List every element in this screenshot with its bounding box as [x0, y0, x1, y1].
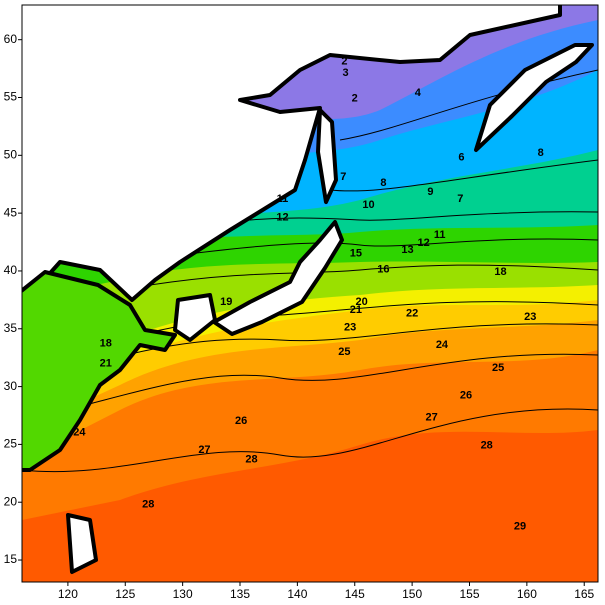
contour-label: 8 — [380, 177, 386, 189]
y-tick-label: 40 — [4, 263, 18, 277]
x-tick-label: 165 — [574, 587, 594, 601]
contour-label: 11 — [434, 229, 446, 241]
x-tick-label: 140 — [287, 587, 307, 601]
contour-label: 21 — [100, 357, 112, 369]
contour-label: 12 — [417, 237, 429, 249]
land — [474, 43, 594, 152]
temperature-field — [22, 5, 598, 582]
contour-label: 23 — [524, 311, 536, 323]
isotherm — [149, 264, 598, 286]
contour-label: 7 — [340, 171, 346, 183]
contour-label: 25 — [338, 346, 350, 358]
y-tick-label: 25 — [4, 437, 18, 451]
x-tick-label: 150 — [402, 587, 422, 601]
contour-label: 23 — [344, 322, 356, 334]
contour-label: 16 — [377, 264, 389, 276]
contour-label: 2 — [341, 56, 347, 68]
land — [173, 293, 217, 342]
contour-label: 20 — [356, 296, 368, 308]
isotherm — [22, 353, 598, 421]
contour-label: 4 — [415, 87, 422, 99]
contour-label: 22 — [406, 308, 418, 320]
y-tick-label: 60 — [4, 32, 18, 46]
contour-label: 29 — [514, 520, 526, 532]
contour-label: 6 — [458, 152, 464, 164]
x-tick-label: 145 — [345, 587, 365, 601]
contour-label: 11 — [277, 193, 289, 205]
x-tick-label: 160 — [517, 587, 537, 601]
contour-label: 27 — [426, 412, 438, 424]
y-tick-label: 15 — [4, 552, 18, 566]
contour-label: 3 — [343, 67, 349, 79]
contour-label: 25 — [492, 362, 504, 374]
land — [66, 513, 98, 574]
contour-label: 18 — [494, 266, 506, 278]
contour-label: 7 — [457, 193, 463, 205]
contour-label: 9 — [427, 186, 433, 198]
contour-label: 28 — [481, 439, 493, 451]
contour-label: 21 — [350, 304, 362, 316]
land — [212, 220, 344, 336]
x-tick-label: 120 — [58, 587, 78, 601]
y-tick-label: 20 — [4, 494, 18, 508]
contour-label: 27 — [198, 444, 210, 456]
plot-frame — [21, 4, 599, 583]
x-tick-label: 135 — [230, 587, 250, 601]
contour-label: 8 — [538, 147, 544, 159]
contour-label: 24 — [436, 339, 449, 351]
y-tick-label: 55 — [4, 90, 18, 104]
contour-label: 28 — [245, 453, 257, 465]
isotherm — [179, 238, 598, 256]
contour-label: 18 — [100, 338, 112, 350]
land — [316, 108, 338, 204]
isotherm — [329, 159, 598, 192]
contour-label: 13 — [401, 244, 413, 256]
contour-label: 19 — [220, 296, 232, 308]
y-tick-label: 50 — [4, 147, 18, 161]
isotherm — [199, 211, 598, 226]
contour-label: 24 — [73, 427, 86, 439]
contour-label: 10 — [362, 199, 374, 211]
contour-label: 26 — [235, 415, 247, 427]
y-tick-label: 30 — [4, 379, 18, 393]
x-tick-label: 155 — [459, 587, 479, 601]
x-tick-label: 130 — [173, 587, 193, 601]
y-tick-label: 35 — [4, 321, 18, 335]
isotherm — [22, 408, 598, 473]
contour-label: 28 — [142, 498, 154, 510]
contour-label: 2 — [352, 93, 358, 105]
contour-label: 15 — [350, 248, 362, 260]
contour-label: 26 — [460, 390, 472, 402]
x-tick-label: 125 — [115, 587, 135, 601]
land — [22, 270, 177, 472]
contour-label: 12 — [276, 212, 288, 224]
y-tick-label: 45 — [4, 205, 18, 219]
